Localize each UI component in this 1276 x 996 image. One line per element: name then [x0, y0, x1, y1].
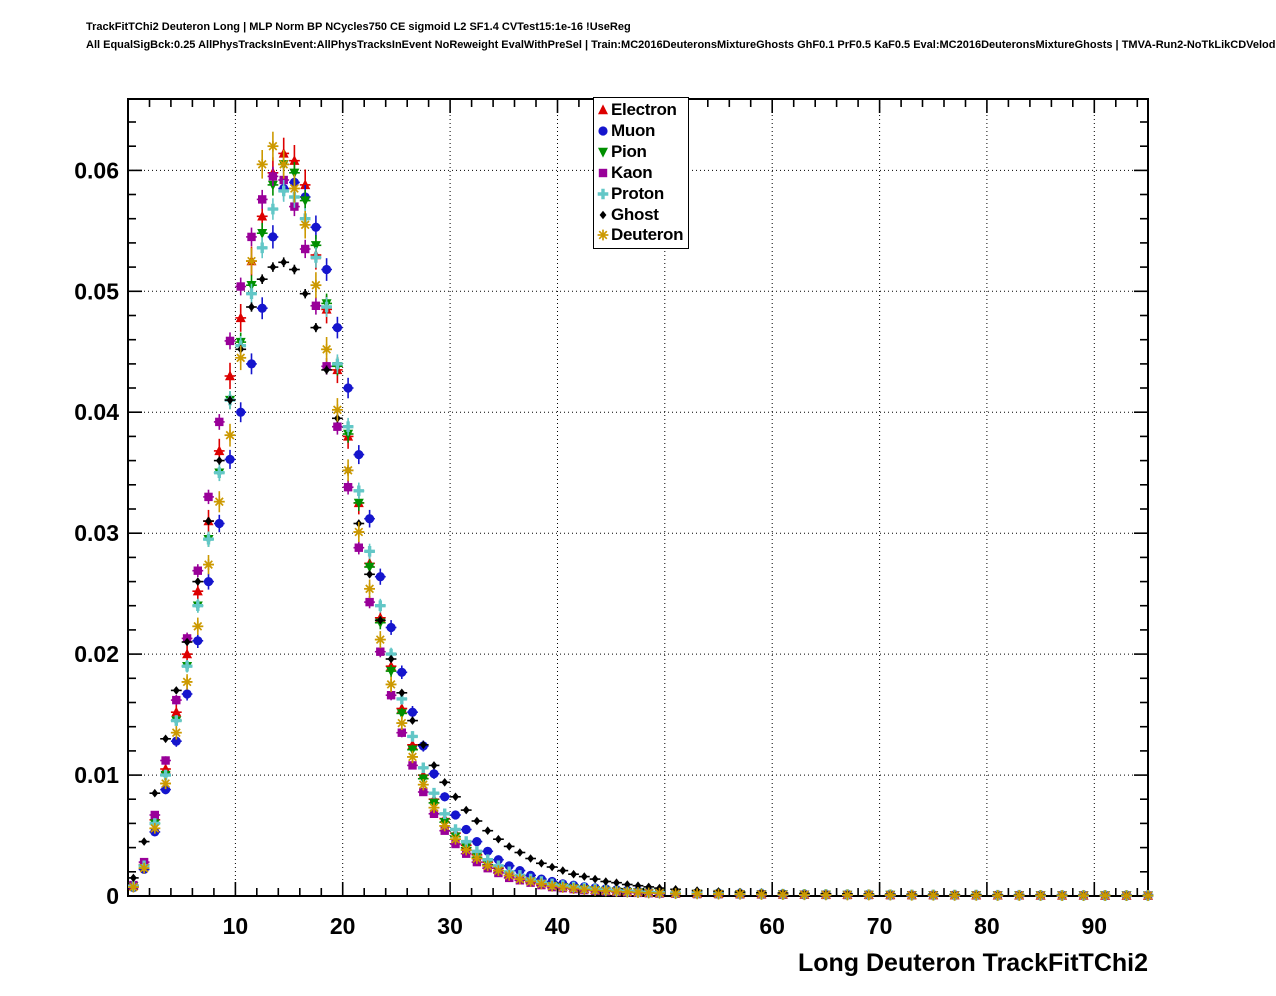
svg-text:0.03: 0.03	[74, 520, 119, 546]
svg-text:40: 40	[545, 913, 571, 939]
x-axis-title: Long Deuteron TrackFitTChi2	[798, 949, 1148, 977]
plot-title-line-1: TrackFitTChi2 Deuteron Long | MLP Norm B…	[86, 21, 631, 33]
legend-box: Electron Muon Pion Kaon Proton Ghost Deuteron	[593, 97, 689, 249]
series-muon	[128, 170, 1154, 901]
svg-text:0.06: 0.06	[74, 157, 119, 183]
legend-label: Kaon	[611, 162, 653, 182]
series-ghost	[128, 257, 1154, 900]
svg-text:0.04: 0.04	[74, 399, 119, 425]
svg-text:80: 80	[974, 913, 1000, 939]
svg-text:0: 0	[106, 883, 119, 909]
legend-label: Muon	[611, 121, 656, 141]
y-tick-labels: 0 0.01 0.02 0.03 0.04 0.05 0.06	[74, 157, 119, 909]
svg-text:90: 90	[1082, 913, 1108, 939]
series-pion	[128, 153, 1154, 902]
plot-title-line-2: All EqualSigBck:0.25 AllPhysTracksInEven…	[86, 39, 1276, 51]
legend-item-deuteron: Deuteron	[596, 225, 688, 245]
svg-text:0.02: 0.02	[74, 641, 119, 667]
legend-label: Pion	[611, 142, 647, 162]
svg-text:20: 20	[330, 913, 356, 939]
x-tick-labels: 10 20 30 40 50 60 70 80 90	[223, 913, 1107, 939]
legend-marker-diamond-icon	[599, 210, 607, 219]
series-deuteron	[128, 131, 1154, 901]
legend-marker-square-icon	[598, 168, 608, 178]
svg-text:10: 10	[223, 913, 249, 939]
legend-item-pion: Pion	[596, 142, 688, 162]
legend-item-proton: Proton	[596, 184, 688, 204]
legend-marker-circle-icon	[598, 126, 608, 136]
svg-text:60: 60	[759, 913, 785, 939]
legend-marker-triangle-up-icon	[598, 104, 608, 115]
legend-label: Electron	[611, 100, 677, 120]
legend-label: Proton	[611, 183, 664, 203]
legend-item-kaon: Kaon	[596, 163, 688, 183]
legend-marker-cross-icon	[597, 188, 609, 200]
legend-label: Deuteron	[611, 225, 684, 245]
legend-item-muon: Muon	[596, 121, 688, 141]
legend-item-ghost: Ghost	[596, 205, 688, 225]
legend-marker-triangle-down-icon	[598, 147, 608, 158]
axis-ticks	[128, 99, 1148, 896]
legend-marker-star-icon	[597, 230, 609, 241]
legend-label: Ghost	[611, 204, 659, 224]
svg-text:70: 70	[867, 913, 893, 939]
svg-text:0.05: 0.05	[74, 278, 119, 304]
svg-text:50: 50	[652, 913, 678, 939]
svg-text:0.01: 0.01	[74, 762, 119, 788]
series-electron	[128, 137, 1154, 900]
legend-item-electron: Electron	[596, 100, 688, 120]
svg-text:30: 30	[437, 913, 463, 939]
series-proton	[128, 180, 1154, 901]
